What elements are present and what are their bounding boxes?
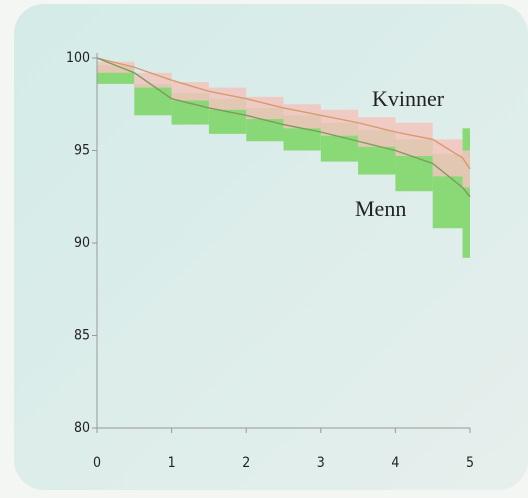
y-tick-label: 80	[74, 420, 90, 436]
confidence-band	[432, 139, 463, 177]
x-tick-label: 0	[93, 455, 101, 471]
survival-line	[96, 57, 471, 198]
confidence-band	[462, 150, 470, 188]
x-tick-label: 5	[466, 455, 474, 471]
confidence-band	[208, 87, 247, 110]
survival-line	[96, 57, 471, 170]
x-tick-label: 4	[391, 455, 399, 471]
confidence-band	[358, 117, 396, 147]
confidence-band	[134, 83, 172, 116]
confidence-band	[395, 122, 433, 157]
confidence-band	[320, 109, 359, 136]
y-tick-label: 85	[74, 328, 90, 344]
series-label: Menn	[355, 196, 406, 221]
confidence-band	[283, 104, 321, 129]
x-tick-label: 2	[242, 455, 250, 471]
confidence-band	[171, 82, 209, 101]
confidence-band	[246, 96, 284, 120]
y-tick-label: 100	[66, 50, 90, 66]
x-tick-label: 1	[168, 455, 176, 471]
y-tick-label: 95	[74, 143, 90, 159]
x-tick-label: 3	[317, 455, 325, 471]
confidence-band	[97, 61, 135, 73]
panel	[14, 4, 528, 490]
series-label: Kvinner	[372, 86, 445, 111]
y-tick-label: 90	[74, 235, 90, 251]
